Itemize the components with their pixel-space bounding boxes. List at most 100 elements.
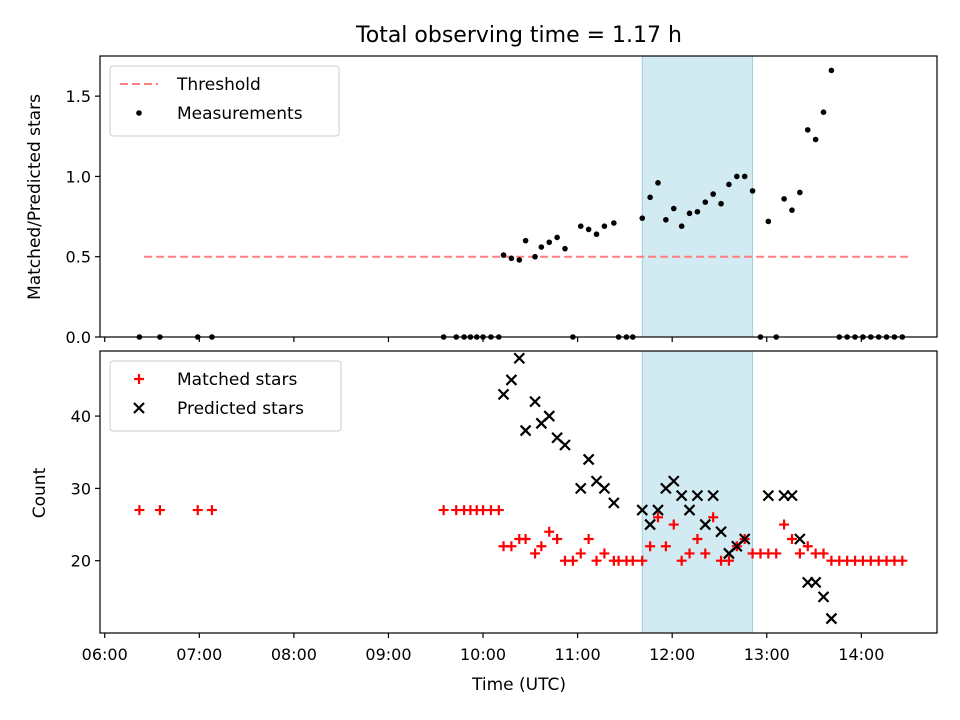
y-tick-label: 30 (71, 479, 91, 498)
x-tick-label: 14:00 (838, 645, 884, 664)
matched-marker (802, 541, 813, 552)
matched-marker (506, 541, 517, 552)
matched-marker (575, 548, 586, 559)
data-point (577, 223, 584, 230)
data-point (741, 173, 748, 180)
data-point (820, 109, 827, 115)
legend-box (109, 360, 342, 432)
matched-marker (684, 548, 695, 559)
matched-marker (591, 555, 602, 566)
data-point (647, 194, 653, 201)
predicted-marker (691, 489, 704, 502)
data-point (663, 216, 669, 223)
matched-marker (897, 555, 908, 566)
bottom-panel: 20 30 40 06:00 07:00 08:00 09:00 10:00 11:00 12:0… (71, 350, 938, 664)
x-axis-label: Time (UTC) (471, 675, 566, 695)
legend-plus-swatch (134, 374, 144, 384)
matched-marker (544, 526, 555, 537)
data-point (538, 244, 545, 250)
matched-marker (154, 505, 165, 516)
data-point (554, 234, 560, 241)
matched-marker (779, 519, 790, 530)
matched-marker (567, 555, 578, 566)
predicted-marker (825, 612, 838, 625)
matched-marker (786, 534, 797, 544)
data-point (611, 220, 617, 226)
predicted-marker (574, 482, 587, 495)
matched-marker (493, 505, 504, 516)
data-point (670, 205, 677, 212)
axes-frame (99, 350, 938, 634)
predicted-marker (513, 352, 526, 365)
matched-marker (552, 534, 563, 544)
matched-marker (134, 505, 145, 516)
data-point (694, 208, 701, 215)
y-tick-label: 1.0 (66, 167, 91, 186)
predicted-marker (652, 504, 664, 516)
data-point (812, 136, 819, 143)
predicted-marker (529, 395, 541, 408)
matched-marker (583, 534, 594, 544)
matched-marker (645, 541, 656, 552)
x-tick-label: 08:00 (271, 645, 317, 664)
predicted-marker (582, 453, 595, 466)
data-point (593, 231, 600, 238)
matched-marker (708, 512, 719, 523)
data-point (686, 210, 693, 217)
data-point (546, 239, 553, 246)
x-tick-label: 13:00 (744, 645, 790, 664)
matched-marker (438, 505, 449, 516)
x-tick-label: 06:00 (82, 645, 128, 664)
matched-marker (771, 548, 782, 559)
highlight-span (641, 55, 754, 338)
matched-marker (700, 548, 711, 559)
data-point (749, 188, 756, 194)
predicted-marker (598, 482, 611, 495)
y-tick-label: 1.5 (66, 87, 91, 106)
matched-marker (530, 548, 541, 559)
predicted-marker (505, 374, 518, 386)
data-point (710, 191, 716, 197)
data-point (804, 127, 811, 133)
axes-frame (99, 55, 938, 338)
predicted-marker (786, 489, 798, 502)
data-point (522, 237, 529, 244)
legend-box (109, 65, 340, 137)
predicted-marker (762, 489, 775, 502)
matched-marker (794, 548, 805, 559)
predicted-marker (707, 489, 719, 502)
legend-label: Matched stars (177, 370, 297, 390)
data-point (726, 181, 732, 188)
chart-title: Total observing time = 1.17 h (355, 23, 682, 48)
data-point (500, 252, 507, 258)
predicted-marker (497, 388, 510, 401)
data-point (797, 189, 803, 196)
matched-marker (520, 534, 531, 544)
legend-label: Threshold (176, 75, 261, 95)
predicted-marker (608, 497, 620, 509)
x-tick-label: 11:00 (555, 645, 601, 664)
data-point (765, 218, 772, 225)
predicted-marker (644, 518, 656, 531)
x-tick-label: 07:00 (176, 645, 222, 664)
predicted-marker (519, 424, 532, 437)
predicted-marker (667, 475, 680, 487)
data-point (508, 255, 515, 262)
matched-marker (660, 541, 671, 552)
legend-label: Predicted stars (177, 399, 304, 419)
x-tick-label: 09:00 (365, 645, 411, 664)
matched-marker (676, 555, 687, 566)
data-point (828, 67, 835, 74)
top-panel: 0.0 0.5 1.0 1.5 Threshold Measurements (66, 55, 938, 347)
predicted-marker (675, 489, 688, 502)
matched-marker (206, 505, 217, 516)
data-point (532, 253, 538, 260)
bottom-y-axis-label: Count (30, 467, 50, 518)
x-tick-label: 12:00 (649, 645, 695, 664)
data-point (781, 196, 787, 202)
predicted-marker (636, 504, 649, 516)
y-tick-label: 0.5 (66, 248, 91, 267)
data-point (562, 245, 568, 252)
matched-marker (536, 541, 547, 552)
